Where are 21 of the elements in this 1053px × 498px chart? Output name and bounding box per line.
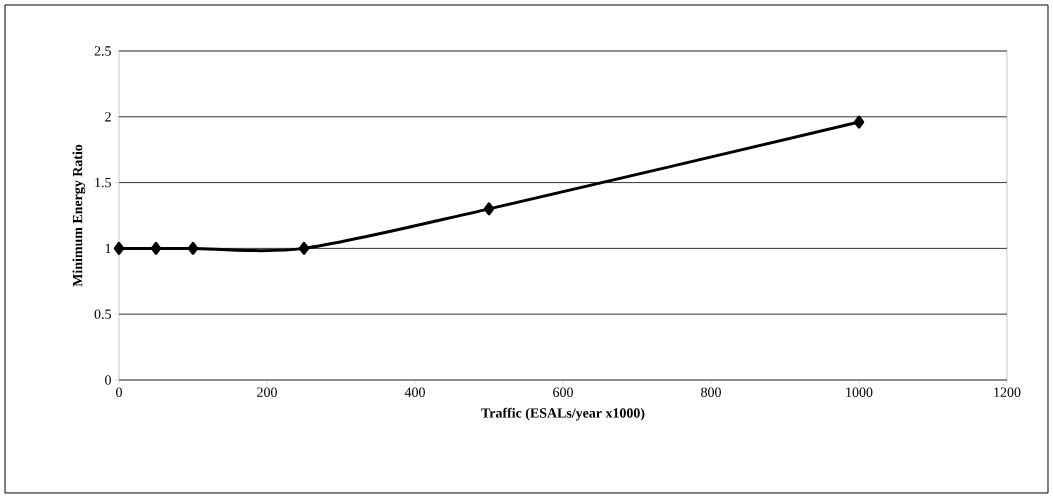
x-tick-label: 800 bbox=[701, 387, 721, 397]
point bbox=[853, 115, 865, 129]
y-tick-label: 0 bbox=[105, 375, 111, 385]
x-axis-title: Traffic (ESALs/year x1000) bbox=[481, 407, 645, 421]
point bbox=[113, 241, 125, 255]
point bbox=[298, 241, 310, 255]
x-tick-label: 600 bbox=[553, 387, 573, 397]
x-tick-label: 1000 bbox=[846, 387, 873, 397]
point bbox=[483, 202, 495, 216]
x-tick-label: 0 bbox=[116, 387, 122, 397]
x-tick-label: 200 bbox=[257, 387, 277, 397]
y-tick-label: 2 bbox=[105, 112, 111, 122]
x-tick-label: 400 bbox=[404, 387, 425, 397]
y-axis-title: Minimum Energy Ratio bbox=[72, 144, 86, 287]
point bbox=[187, 241, 199, 255]
y-tick-label: 1.5 bbox=[95, 177, 111, 188]
x-tick-label: 1200 bbox=[994, 387, 1021, 397]
y-tick-label: 2.5 bbox=[94, 46, 111, 56]
point bbox=[150, 241, 162, 255]
y-tick-label: 0.5 bbox=[94, 309, 111, 319]
y-tick-label: 1 bbox=[105, 243, 111, 253]
